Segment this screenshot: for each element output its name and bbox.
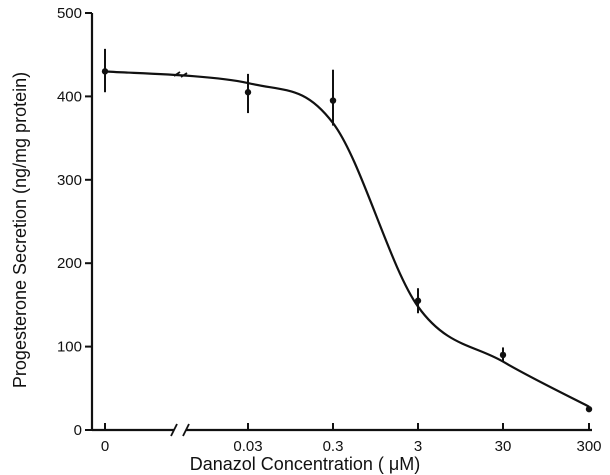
data-point [244,89,252,96]
data-point [101,68,109,75]
x-tick-label: 3 [414,438,422,455]
x-tick-label: 0 [101,438,109,455]
curve-break-mark-2 [180,72,188,78]
data-point [585,405,593,413]
y-tick-label: 500 [57,5,82,22]
data-point [414,297,422,304]
x-tick-label: 0.3 [323,438,344,455]
data-points [101,48,593,413]
y-tick-label: 200 [57,255,82,272]
axis-break-mark-2 [182,423,190,437]
x-tick-label: 0.03 [233,438,262,455]
axes [90,13,592,437]
y-tick-label: 100 [57,339,82,356]
y-tick-label: 300 [57,172,82,189]
data-point [499,351,507,359]
curve-break-mark-1 [173,71,181,77]
fit-curve [104,70,590,408]
x-tick-label: 30 [495,438,512,455]
y-tick-label: 400 [57,88,82,105]
y-tick-label: 0 [74,422,82,439]
x-axis-title: Danazol Concentration ( μM) [190,454,420,474]
data-point [329,97,337,104]
x-tick-label: 300 [576,438,601,455]
x-ticks: 0 0.03 0.3 3 30 300 [101,423,602,455]
axis-break-mark-1 [170,423,178,437]
y-ticks: 0 100 200 300 400 500 [57,5,92,439]
y-axis-title: Progesterone Secretion (ng/mg protein) [10,72,30,388]
